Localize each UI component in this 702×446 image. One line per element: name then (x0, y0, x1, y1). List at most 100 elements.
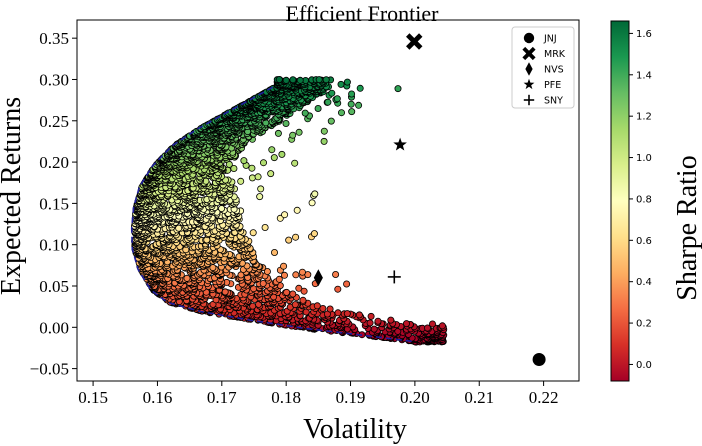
portfolio-point (259, 159, 267, 167)
portfolio-point (240, 157, 248, 165)
portfolio-point (322, 76, 330, 84)
legend-label-pfe: PFE (544, 80, 561, 91)
y-tick-label: 0.20 (39, 153, 69, 172)
portfolio-point (292, 271, 300, 279)
x-tick-label: 0.20 (400, 388, 430, 407)
efficient-frontier-line (130, 85, 412, 343)
portfolio-point (394, 327, 402, 335)
portfolio-point (261, 223, 269, 231)
legend-label-jnj: JNJ (543, 34, 557, 45)
portfolio-point (289, 290, 297, 298)
portfolio-point (209, 264, 217, 272)
colorbar-tick-label: 1.4 (636, 70, 652, 81)
portfolio-point (438, 322, 446, 330)
y-tick-label: 0.05 (39, 277, 69, 296)
stock-marker-jnj (532, 353, 546, 367)
portfolio-point (292, 233, 300, 241)
legend-label-sny: SNY (544, 96, 563, 107)
portfolio-point (285, 236, 293, 244)
y-tick-label: 0.25 (39, 112, 69, 131)
portfolio-point (300, 287, 308, 295)
portfolio-point (249, 229, 257, 237)
portfolio-point (175, 224, 183, 232)
portfolio-point (280, 262, 288, 270)
portfolio-point (313, 302, 321, 310)
portfolio-point (270, 248, 278, 256)
y-axis-label: Expected Returns (0, 97, 27, 295)
portfolio-point (334, 285, 342, 293)
x-tick-label: 0.16 (143, 388, 173, 407)
legend-marker-nvs (525, 62, 533, 76)
chart-title: Efficient Frontier (286, 1, 440, 26)
portfolio-point (355, 101, 363, 109)
portfolio-point (183, 274, 191, 282)
portfolio-point (256, 193, 264, 201)
portfolio-point (289, 131, 297, 139)
portfolio-point (347, 100, 355, 108)
y-tick-label: 0.30 (39, 70, 69, 89)
colorbar: 0.0 0.2 0.4 0.6 0.8 1.0 1.2 1.4 1.6 (610, 20, 652, 382)
x-axis-label: Volatility (303, 414, 407, 445)
portfolio-point (423, 324, 431, 332)
portfolio-point (263, 267, 271, 275)
y-tick-label: 0.10 (39, 236, 69, 255)
legend-label-nvs: NVS (544, 65, 564, 76)
portfolio-point (319, 304, 327, 312)
x-tick-label: 0.17 (207, 388, 237, 407)
portfolio-point (327, 117, 335, 125)
stock-marker-mrk (406, 33, 423, 50)
x-tick-label: 0.15 (78, 388, 108, 407)
y-tick-label: −0.05 (30, 360, 69, 379)
frontier-path (130, 85, 412, 343)
portfolio-point (320, 137, 328, 145)
portfolio-point (324, 98, 332, 106)
portfolio-point (275, 275, 283, 283)
portfolio-point (428, 320, 436, 328)
portfolio-point (348, 108, 356, 116)
portfolio-point (348, 90, 356, 98)
portfolio-point (320, 127, 328, 135)
portfolio-point (298, 268, 306, 276)
colorbar-tick-label: 0.8 (636, 194, 652, 205)
portfolio-point (402, 320, 410, 328)
y-tick-label: 0.00 (39, 318, 69, 337)
portfolio-point (291, 301, 299, 309)
portfolio-point (254, 173, 262, 181)
portfolio-point (237, 177, 245, 185)
portfolio-point (326, 305, 334, 313)
portfolio-point (332, 270, 340, 278)
portfolio-point (295, 128, 303, 136)
legend-marker-jnj (523, 32, 535, 44)
portfolio-point (367, 312, 375, 320)
y-tick-label: 0.35 (39, 29, 69, 48)
colorbar-tick-label: 1.0 (636, 153, 652, 164)
y-tick-label: 0.15 (39, 194, 69, 213)
portfolio-point (343, 78, 351, 86)
stock-markers (313, 33, 546, 367)
legend-label-mrk: MRK (544, 49, 566, 60)
portfolio-point (356, 84, 364, 92)
portfolio-point (334, 309, 342, 317)
axes: 0.15 0.16 0.17 0.18 0.19 0.20 0.21 0.22 −0.05 0.0… (30, 19, 580, 407)
portfolio-point (230, 164, 238, 172)
portfolio-point (280, 271, 288, 279)
portfolio-point (257, 185, 265, 193)
portfolio-point (315, 76, 323, 84)
portfolio-point (296, 76, 304, 84)
colorbar-tick-label: 0.2 (636, 319, 652, 330)
portfolio-point (295, 284, 303, 292)
stock-marker-nvs (313, 269, 323, 287)
portfolio-point (366, 319, 374, 327)
portfolio-point (291, 159, 299, 167)
colorbar-tick-label: 1.6 (636, 29, 652, 40)
portfolio-point (281, 211, 289, 219)
portfolio-point (337, 109, 345, 117)
legend-box (511, 26, 575, 109)
portfolio-point (308, 199, 316, 207)
portfolio-point (370, 325, 378, 333)
colorbar-tick-label: 1.2 (636, 112, 652, 123)
portfolio-point (301, 109, 309, 117)
portfolio-point (293, 206, 301, 214)
portfolio-point (387, 316, 395, 324)
